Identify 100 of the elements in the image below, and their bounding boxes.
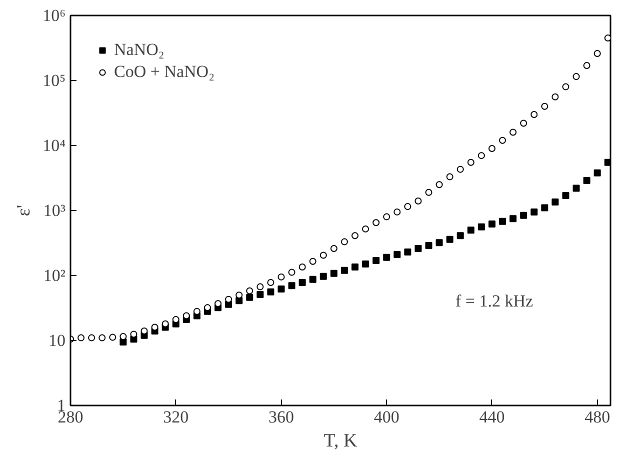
point [309,258,316,265]
point [288,282,296,290]
legend-label: CoO + NaNO₂ [114,62,215,82]
point [320,252,327,259]
point [456,232,464,240]
point [330,270,338,277]
y-axis-title: ε' [14,204,35,216]
point [383,213,390,220]
point [436,239,443,246]
point [583,62,590,70]
point [594,169,601,176]
point [478,152,485,160]
point [541,102,548,110]
point [404,248,412,256]
point [425,188,432,196]
annotation: f = 1.2 kHz [456,292,534,310]
x-tick-label: 400 [374,408,400,426]
point [162,320,169,328]
point [340,238,348,246]
y-tick-label: 10⁵ [42,71,66,90]
y-tick-label: 10² [43,266,66,285]
point [256,291,264,298]
point [372,257,380,264]
point [562,83,570,90]
point [478,223,485,230]
point [267,279,274,286]
point [372,219,380,226]
point [488,220,496,228]
point [288,268,296,276]
y-tick-label: 10 [48,331,66,350]
point [340,266,348,274]
legend-label: NaNO₂ [114,40,164,60]
point [320,272,327,280]
point [488,144,496,152]
point [330,245,338,252]
point [278,273,285,280]
x-axis-title: T, K [324,430,358,452]
point [130,330,138,338]
point [604,158,610,166]
point [446,173,454,180]
point [298,279,306,286]
point [572,184,580,192]
x-tick-label: 440 [479,408,505,426]
point [552,93,559,100]
point [467,226,474,234]
point [530,208,538,216]
point [98,334,106,342]
point [541,204,548,212]
x-tick-label: 480 [584,408,610,426]
point [88,334,96,342]
point [109,334,116,341]
point [552,198,559,206]
point [151,324,158,331]
y-tick-label: 10⁶ [42,6,66,25]
point [572,73,580,80]
point [351,264,358,271]
point [446,236,454,243]
point [425,242,432,249]
point [351,232,358,240]
point [583,176,590,184]
point [499,136,506,144]
point [394,251,401,258]
point [362,260,370,268]
point [520,120,528,127]
point [204,304,211,312]
y-tick-label: 10⁴ [42,136,66,155]
point [594,50,601,58]
point [225,296,232,303]
point [246,287,254,294]
point [236,292,243,299]
point [214,300,222,308]
point [510,215,517,222]
point [499,218,506,225]
point [404,203,412,210]
point [520,212,528,219]
point [78,334,85,342]
point [394,208,401,216]
point [278,285,285,292]
point [182,312,190,320]
point [383,254,390,261]
point [140,328,148,334]
point [467,158,474,166]
point [267,288,274,296]
point [246,294,254,301]
point [309,276,316,283]
point [414,245,422,252]
point [530,110,538,118]
point [510,128,517,136]
point [298,264,306,271]
x-tick-label: 360 [268,408,294,426]
point [362,225,370,232]
point [562,192,570,200]
point [256,283,264,290]
point [193,308,200,315]
point [436,181,443,188]
y-tick-label: 10³ [43,201,66,220]
point [456,166,464,173]
point [414,198,422,204]
x-tick-label: 320 [163,408,189,426]
point [604,34,610,42]
